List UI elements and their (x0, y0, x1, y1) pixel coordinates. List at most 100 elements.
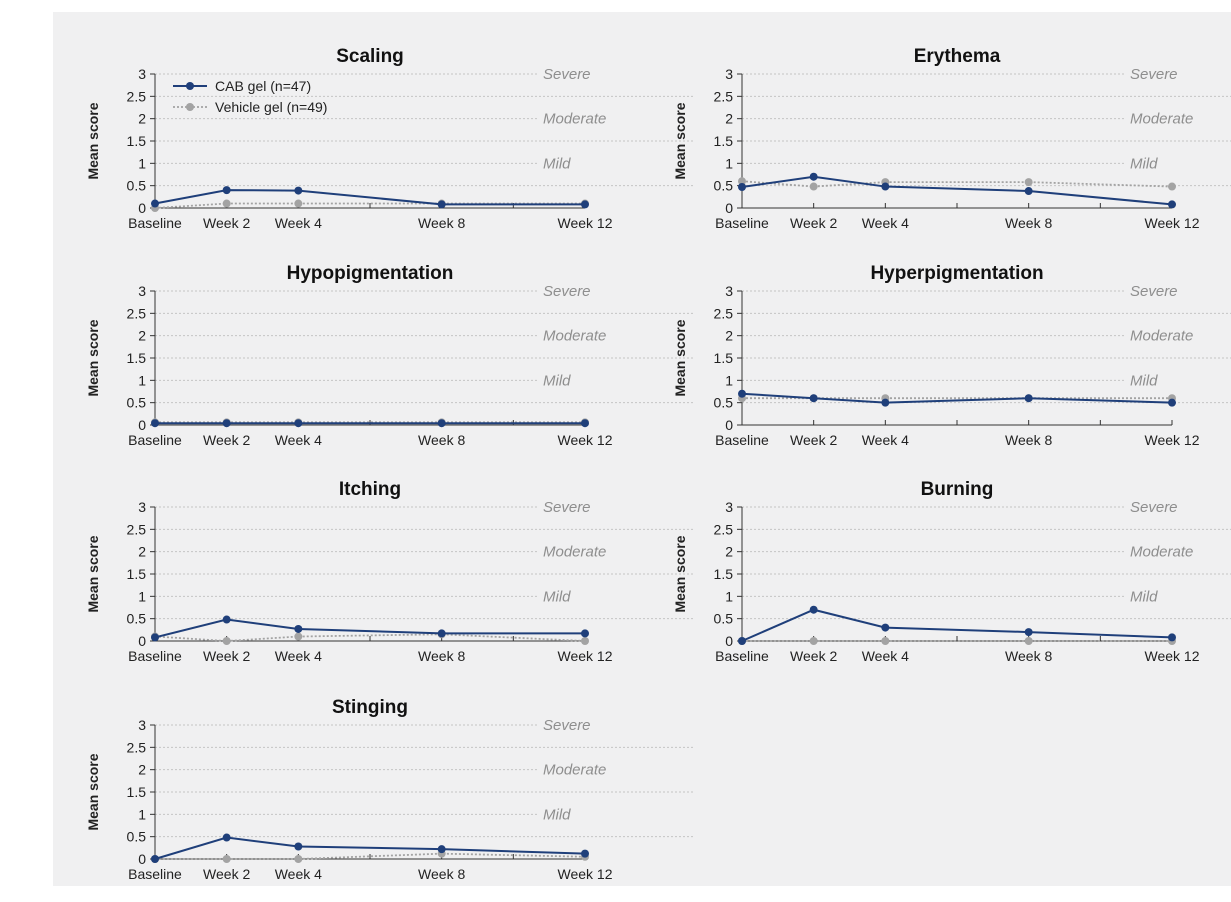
y-tick-label: 3 (138, 499, 146, 515)
severity-label: Severe (1130, 283, 1178, 300)
severity-label: Mild (543, 372, 571, 389)
x-tick-label: Week 8 (418, 648, 465, 664)
x-tick-label: Week 8 (418, 432, 465, 448)
severity-label: Mild (1130, 372, 1158, 389)
chart-hyperpigmentation: Hyperpigmentation Severe Moderate Mild 0 0.5 1… (672, 263, 1231, 448)
x-tick-label: Week 12 (558, 648, 613, 664)
data-point-cab (1168, 200, 1176, 209)
series-line-cab (154, 618, 585, 639)
chart-itching: Itching Severe Moderate Mild 0 0.5 1 1.5 2 2.5 3 Ba… (85, 479, 695, 664)
data-point-vehicle (881, 637, 890, 645)
y-tick-label: 2 (138, 328, 146, 344)
data-point-cab (294, 842, 303, 851)
y-axis-label: Mean score (85, 102, 101, 179)
x-tick-label: Week 2 (790, 432, 837, 448)
x-tick-label: Baseline (128, 866, 182, 882)
severity-label: Mild (543, 155, 571, 172)
data-point-cab (151, 633, 159, 642)
data-point-cab (151, 419, 159, 428)
data-point-vehicle (1024, 178, 1033, 187)
severity-label: Severe (543, 499, 591, 516)
data-point-vehicle (294, 632, 303, 641)
x-tick-label: Week 2 (203, 432, 250, 448)
severity-label: Moderate (543, 111, 606, 128)
x-tick-label: Week 8 (418, 866, 465, 882)
y-tick-label: 2.5 (714, 305, 734, 321)
y-tick-label: 0.5 (127, 178, 147, 194)
y-axis-label: Mean score (672, 102, 688, 179)
y-tick-label: 0 (725, 417, 733, 433)
y-tick-label: 1.5 (714, 350, 734, 366)
data-point-cab (437, 845, 446, 854)
y-tick-label: 0 (138, 851, 146, 867)
y-tick-label: 3 (725, 283, 733, 299)
chart-title: Burning (921, 479, 994, 500)
chart-title: Stinging (332, 697, 408, 718)
y-tick-label: 1.5 (127, 566, 147, 582)
y-tick-label: 1.5 (127, 133, 147, 149)
y-tick-label: 2 (725, 544, 733, 560)
y-tick-label: 3 (725, 66, 733, 82)
y-tick-label: 0 (138, 417, 146, 433)
y-tick-label: 1.5 (127, 784, 147, 800)
x-tick-label: Week 2 (790, 215, 837, 231)
data-point-vehicle (1024, 637, 1033, 645)
severity-label: Moderate (543, 762, 606, 779)
y-tick-label: 1 (725, 155, 733, 171)
y-tick-label: 3 (138, 66, 146, 82)
data-point-vehicle (738, 177, 746, 186)
y-tick-label: 0 (725, 633, 733, 649)
x-tick-label: Week 8 (1005, 215, 1052, 231)
data-point-cab (738, 183, 746, 192)
x-tick-label: Week 8 (1005, 432, 1052, 448)
severity-label: Moderate (1130, 544, 1193, 561)
y-tick-label: 2 (138, 111, 146, 127)
chart-title: Hyperpigmentation (870, 263, 1043, 284)
y-tick-label: 0.5 (714, 178, 734, 194)
x-tick-label: Week 2 (203, 215, 250, 231)
data-point-cab (809, 394, 818, 403)
data-point-cab (1024, 187, 1033, 196)
x-tick-label: Baseline (128, 432, 182, 448)
data-point-cab (881, 623, 890, 632)
x-tick-label: Week 2 (790, 648, 837, 664)
data-point-vehicle (809, 637, 818, 645)
x-tick-label: Week 4 (275, 215, 322, 231)
severity-label: Moderate (543, 544, 606, 561)
legend: CAB gel (n=47) Vehicle gel (n=49) (173, 78, 327, 115)
legend-label-cab: CAB gel (n=47) (215, 78, 311, 94)
y-tick-label: 3 (138, 717, 146, 733)
x-tick-label: Week 4 (862, 648, 909, 664)
y-tick-label: 1 (138, 588, 146, 604)
data-point-vehicle (581, 637, 589, 645)
x-tick-label: Baseline (128, 648, 182, 664)
data-point-cab (294, 419, 303, 428)
y-tick-label: 0.5 (714, 395, 734, 411)
x-tick-label: Week 4 (862, 432, 909, 448)
data-point-vehicle (222, 637, 231, 645)
y-tick-label: 2.5 (714, 88, 734, 104)
data-point-cab (1024, 394, 1033, 403)
chart-title: Itching (339, 479, 401, 500)
x-tick-label: Week 12 (1145, 215, 1200, 231)
data-point-cab (581, 629, 589, 638)
y-tick-label: 2.5 (127, 88, 147, 104)
x-tick-label: Week 4 (862, 215, 909, 231)
data-point-cab (222, 615, 231, 624)
severity-label: Moderate (543, 328, 606, 345)
x-tick-label: Week 2 (203, 648, 250, 664)
legend-marker-vehicle (186, 103, 194, 111)
data-point-cab (809, 172, 818, 181)
series-line-cab (154, 189, 585, 206)
x-tick-label: Week 8 (418, 215, 465, 231)
chart-hypopigmentation: Hypopigmentation Severe Moderate Mild 0 0.5 1 1… (85, 263, 695, 448)
y-tick-label: 1 (725, 372, 733, 388)
y-tick-label: 2.5 (127, 739, 147, 755)
y-tick-label: 3 (138, 283, 146, 299)
severity-label: Severe (543, 66, 591, 83)
y-tick-label: 2 (725, 328, 733, 344)
chart-title: Hypopigmentation (287, 263, 454, 284)
y-tick-label: 0.5 (127, 395, 147, 411)
x-tick-label: Week 12 (558, 432, 613, 448)
chart-erythema: Erythema Severe Moderate Mild 0 0.5 1 1.5 2 2.5 3 B… (672, 46, 1231, 231)
